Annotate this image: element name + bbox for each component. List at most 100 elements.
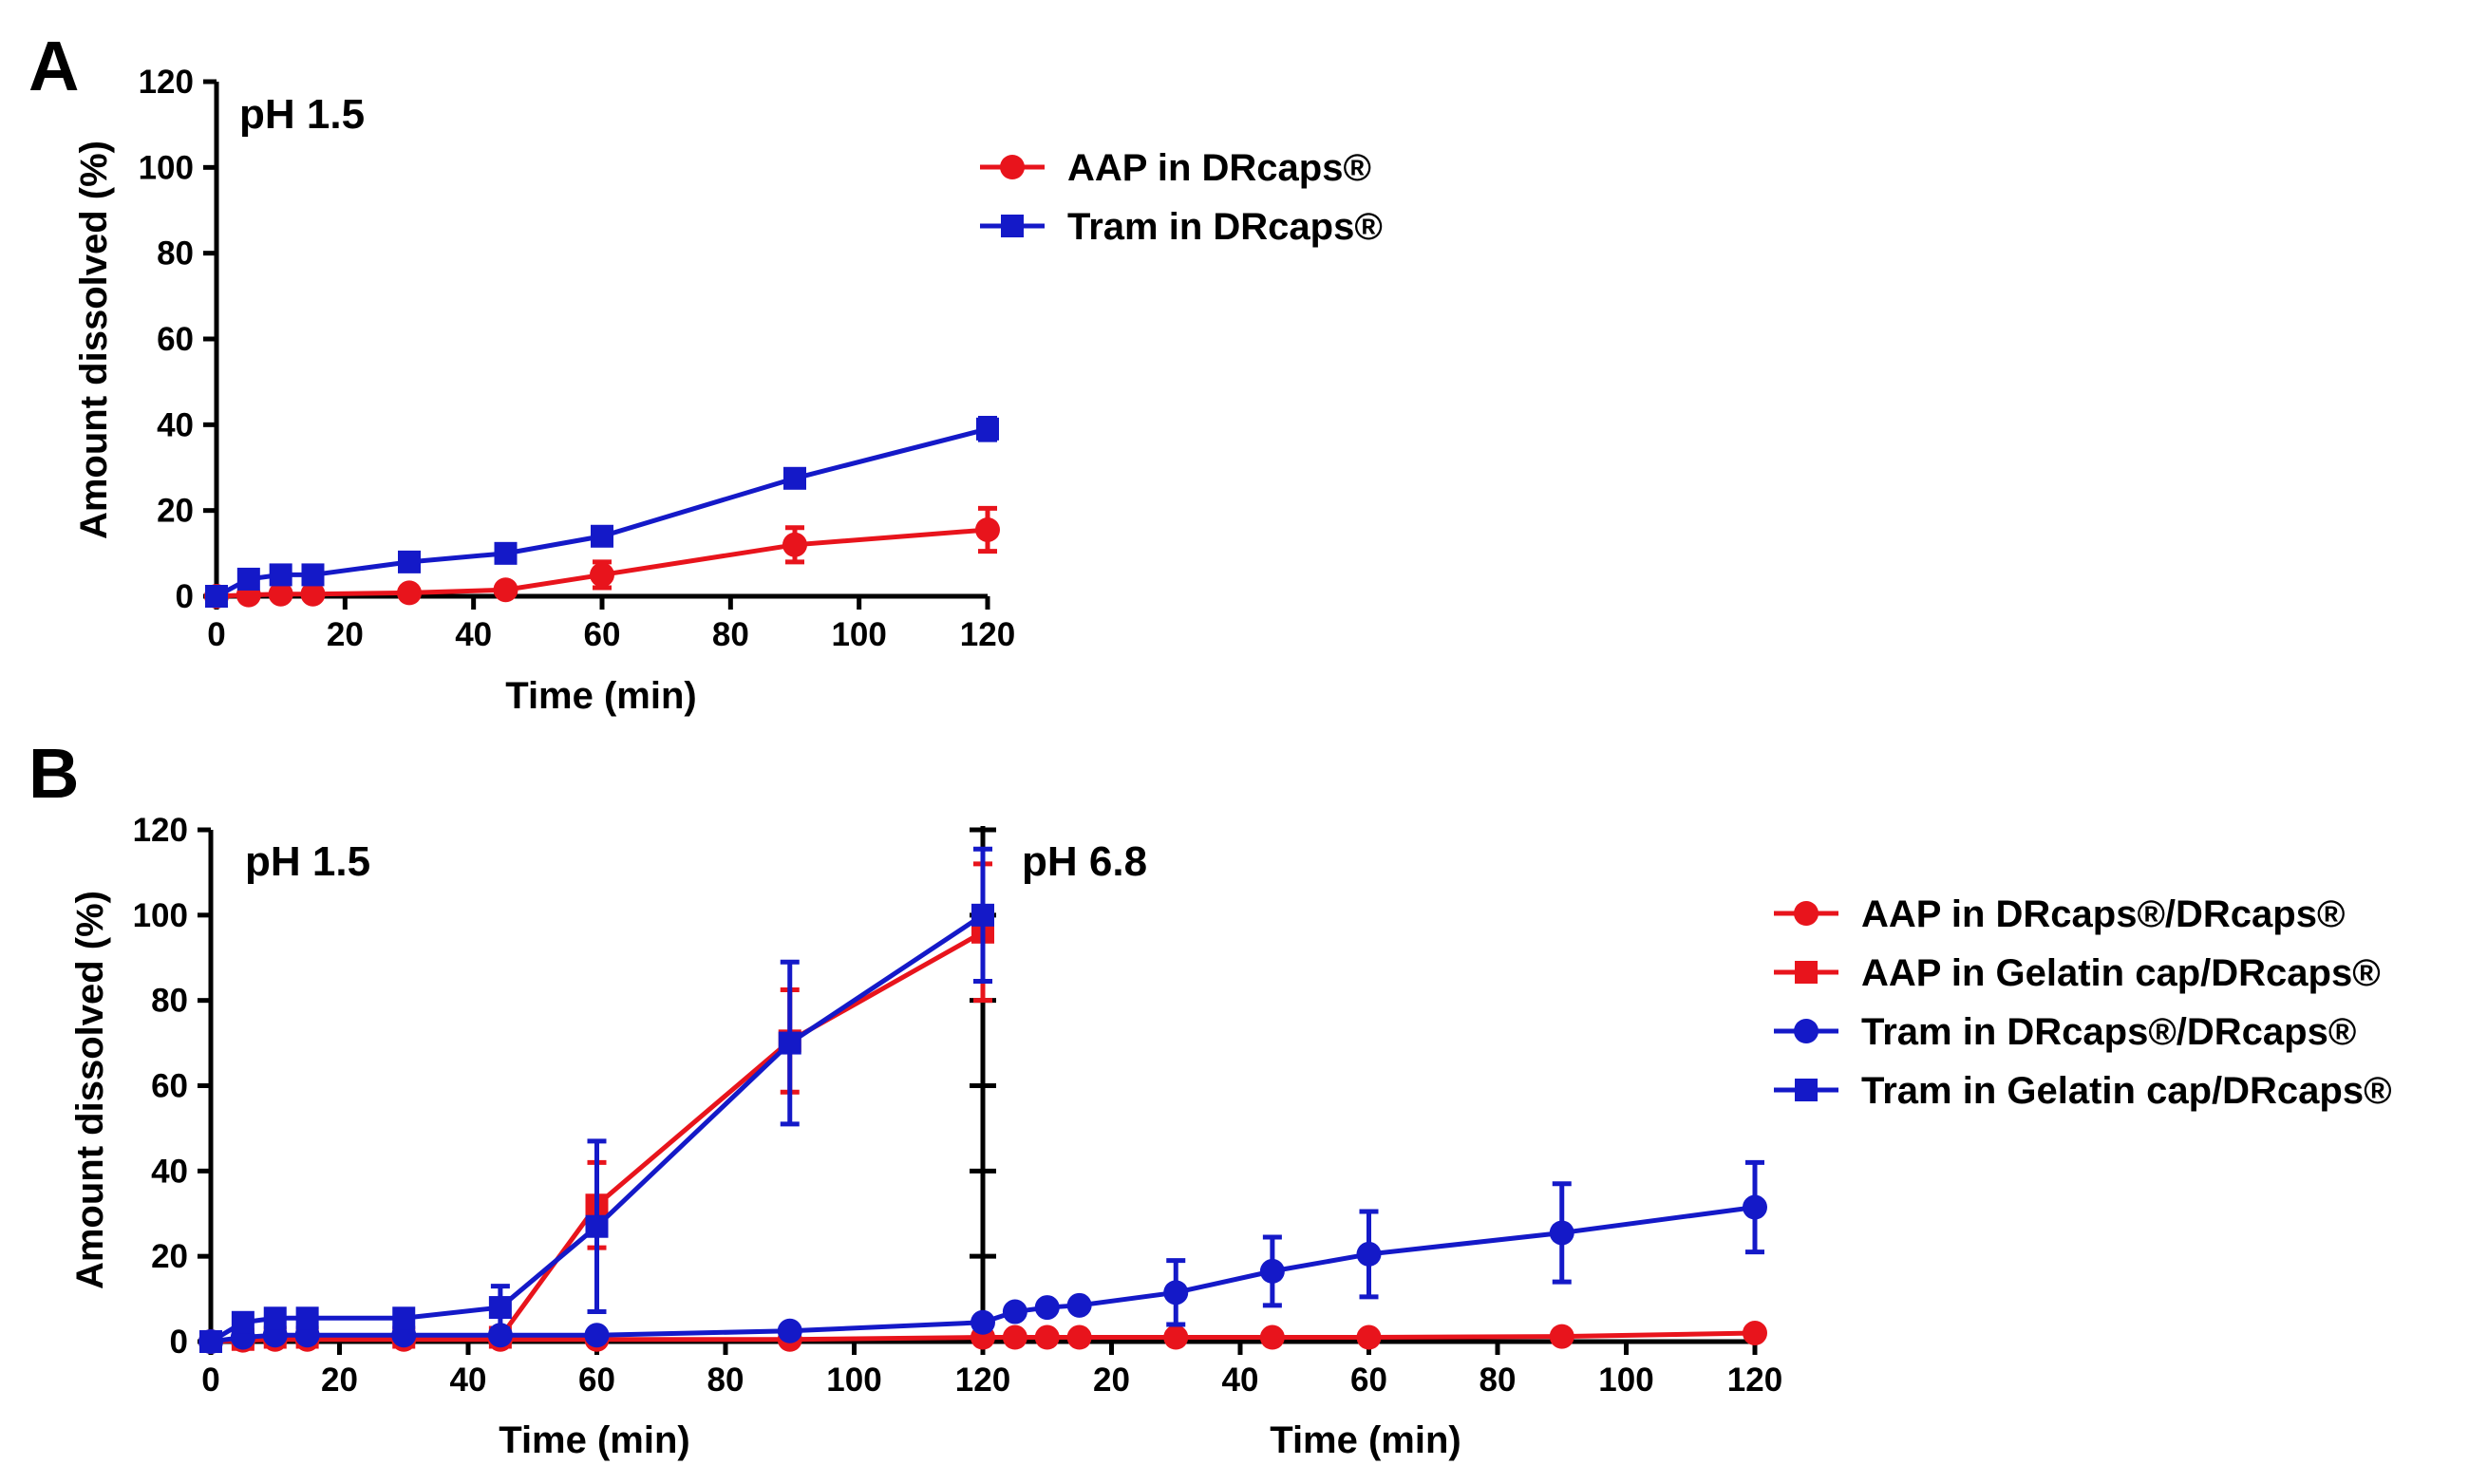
panel-b-x-tick-label: 80 <box>1480 1362 1517 1399</box>
panel-a-series-2-point <box>269 563 292 587</box>
panel-b-x-tick-label: 120 <box>955 1362 1010 1399</box>
panel-a-legend-label: AAP in DRcaps® <box>1067 147 1371 189</box>
panel-a-series-1-series <box>204 505 1000 609</box>
panel-a-x-tick-label: 100 <box>831 616 886 653</box>
panel-b-series-4-point <box>971 903 994 927</box>
panel-b-series-3-point <box>971 1309 995 1335</box>
panel-b-series-1-point <box>1356 1324 1382 1350</box>
panel-a: A pH 1.5 Amount dissolved (%) Time (min)… <box>28 27 1383 717</box>
panel-a-x-tick-label: 60 <box>584 616 621 653</box>
panel-a-series-2-point <box>301 563 325 587</box>
panel-a-y-tick-label: 80 <box>157 235 194 272</box>
panel-a-series-1-point <box>493 577 518 603</box>
panel-a-series-1-point <box>590 562 614 588</box>
panel-a-legend-marker <box>1001 215 1024 237</box>
panel-b-series-3-point <box>1066 1292 1092 1318</box>
panel-b-y-tick-label: 80 <box>151 983 188 1020</box>
panel-b-series-3-point <box>777 1318 802 1343</box>
panel-b-y-tick-label: 40 <box>151 1153 188 1190</box>
panel-b-series-1-point <box>1163 1324 1189 1350</box>
panel-b-x-tick-label: 60 <box>1350 1362 1387 1399</box>
panel-a-y-tick-label: 100 <box>139 149 194 186</box>
panel-a-series-2-point <box>783 466 806 490</box>
panel-a-series-2-point <box>591 524 613 548</box>
panel-b-legend-marker <box>1795 961 1818 984</box>
panel-a-series-1-point <box>268 581 293 607</box>
panel-b-series-4-series <box>199 846 994 1353</box>
panel-b-series-3-point <box>1034 1295 1060 1321</box>
panel-a-series-2-point <box>236 567 260 591</box>
panel-b-x-tick-label: 20 <box>321 1362 358 1399</box>
panel-b-series-3-point <box>1549 1220 1574 1246</box>
panel-a-x-tick-label: 120 <box>960 616 1015 653</box>
panel-b-legend-entry: Tram in Gelatin cap/DRcaps® <box>1774 1070 2392 1112</box>
panel-b-x-tick-label: 100 <box>826 1362 881 1399</box>
panel-a-series-2-point <box>976 417 999 441</box>
panel-a-x-tick-label: 40 <box>455 616 492 653</box>
panel-a-series-1-point <box>975 517 1000 542</box>
panel-a-series-2-point <box>205 585 228 608</box>
panel-b-x-tick-label: 20 <box>1093 1362 1130 1399</box>
panel-b-series-1-point <box>1002 1324 1027 1350</box>
panel-b-x-tick-label: 40 <box>1222 1362 1259 1399</box>
panel-b-y-axis-title: Amount dissolved (%) <box>69 891 111 1289</box>
panel-b: B pH 1.5 pH 6.8 Amount dissolved (%) Tim… <box>28 734 2392 1461</box>
panel-a-x-axis-title: Time (min) <box>505 675 697 717</box>
panel-a-series-1-point <box>300 581 326 607</box>
panel-b-series-4-point <box>585 1214 609 1238</box>
panel-a-series-1-point <box>782 532 807 557</box>
panel-b-series-4-point <box>392 1306 416 1330</box>
panel-b-letter: B <box>28 734 79 813</box>
panel-a-y-tick-label: 40 <box>157 406 194 443</box>
panel-b-series-4-point <box>295 1306 319 1330</box>
panel-b-ph-1-5-label: pH 1.5 <box>245 838 370 885</box>
panel-b-series-1-point <box>1034 1324 1060 1350</box>
panel-b-legend-marker <box>1794 901 1819 926</box>
panel-b-legend-marker <box>1794 1019 1819 1043</box>
panel-b-series-3-point <box>584 1323 610 1348</box>
panel-a-y-tick-label: 60 <box>157 321 194 358</box>
panel-b-x-tick-label: 80 <box>707 1362 744 1399</box>
panel-b-series-4-point <box>488 1296 512 1320</box>
panel-a-x-tick-label: 0 <box>207 616 225 653</box>
panel-a-ph-label: pH 1.5 <box>239 91 365 138</box>
panel-b-y-tick-label: 0 <box>170 1324 188 1361</box>
panel-b-x-tick-label: 100 <box>1598 1362 1653 1399</box>
panel-b-legend-label: AAP in DRcaps®/DRcaps® <box>1861 893 2345 935</box>
panel-a-y-tick-label: 20 <box>157 493 194 530</box>
panel-b-series-4-point <box>231 1310 254 1334</box>
panel-b-legend-marker <box>1795 1079 1818 1101</box>
panel-b-y-tick-label: 20 <box>151 1238 188 1275</box>
panel-a-series-2-point <box>398 550 421 573</box>
panel-b-x-tick-label: 60 <box>578 1362 615 1399</box>
panel-b-legend-entry: AAP in DRcaps®/DRcaps® <box>1774 893 2345 935</box>
panel-a-letter: A <box>28 27 79 105</box>
panel-b-series-1-point <box>1549 1324 1574 1349</box>
panel-b-legend-label: AAP in Gelatin cap/DRcaps® <box>1861 952 2381 994</box>
panel-a-series-2-point <box>494 541 518 565</box>
panel-b-series-1-point <box>1066 1324 1092 1350</box>
panel-a-y-axis-title: Amount dissolved (%) <box>73 141 115 539</box>
panel-a-series-2-series <box>205 416 999 608</box>
panel-a-x-tick-label: 80 <box>712 616 749 653</box>
panel-b-series-3-point <box>1259 1258 1285 1284</box>
panel-b-series-4-point <box>199 1330 222 1353</box>
panel-a-legend-marker <box>1000 155 1025 179</box>
panel-a-y-tick-label: 120 <box>139 64 194 101</box>
panel-b-legend-label: Tram in DRcaps®/DRcaps® <box>1861 1011 2356 1053</box>
panel-b-series-4-point <box>778 1031 801 1055</box>
panel-b-series-3-point <box>1356 1241 1382 1267</box>
panel-b-legend-entry: AAP in Gelatin cap/DRcaps® <box>1774 952 2381 994</box>
panel-a-legend-label: Tram in DRcaps® <box>1067 206 1383 248</box>
panel-b-legend-label: Tram in Gelatin cap/DRcaps® <box>1861 1070 2392 1112</box>
panel-b-x-axis-title-right: Time (min) <box>1270 1419 1461 1461</box>
panel-b-x-tick-label: 120 <box>1727 1362 1782 1399</box>
panel-a-series-1-point <box>397 580 422 606</box>
panel-b-series-1-point <box>1259 1324 1285 1350</box>
panel-b-series-1-point <box>1743 1321 1767 1346</box>
panel-b-x-tick-label: 0 <box>201 1362 219 1399</box>
panel-b-y-tick-label: 120 <box>133 812 188 849</box>
panel-a-x-tick-label: 20 <box>327 616 364 653</box>
panel-b-series-3-point <box>1743 1194 1767 1220</box>
